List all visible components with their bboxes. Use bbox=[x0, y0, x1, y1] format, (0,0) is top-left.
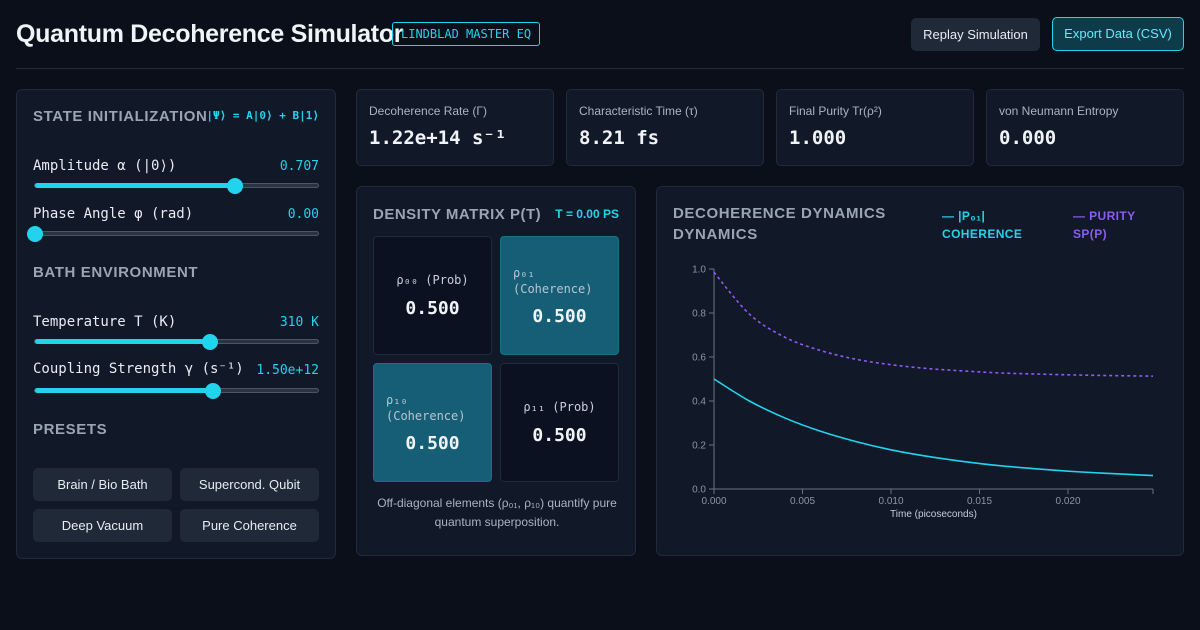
cell-label: ρ₀₁ (Coherence) bbox=[513, 266, 593, 296]
y-tick-label: 0.2 bbox=[692, 441, 706, 452]
state-equation: |Ψ⟩ = A|0⟩ + B|1⟩ bbox=[206, 109, 319, 122]
control-panel: State Initialization |Ψ⟩ = A|0⟩ + B|1⟩ A… bbox=[16, 89, 336, 559]
temperature-slider[interactable] bbox=[34, 334, 319, 350]
phase-label: Phase Angle φ (rad) bbox=[33, 206, 194, 222]
presets-title: Presets bbox=[33, 421, 108, 438]
x-axis-label: Time (picoseconds) bbox=[890, 509, 977, 520]
coupling-value: 1.50e+12 bbox=[256, 363, 319, 378]
temperature-slider-fill bbox=[35, 339, 211, 344]
amplitude-slider[interactable] bbox=[34, 178, 319, 194]
coupling-slider[interactable] bbox=[34, 383, 319, 399]
cell-label: ρ₁₁ (Prob) bbox=[523, 400, 596, 414]
temperature-slider-thumb[interactable] bbox=[202, 334, 219, 350]
stat-label: Decoherence Rate (Γ) bbox=[369, 104, 487, 118]
y-tick-label: 0.6 bbox=[692, 353, 706, 364]
header-divider bbox=[16, 68, 1184, 69]
amplitude-slider-fill bbox=[35, 183, 236, 188]
stat-label: Final Purity Tr(ρ²) bbox=[789, 104, 882, 118]
matrix-cell-rho10: ρ₁₀ (Coherence) 0.500 bbox=[373, 363, 492, 482]
density-matrix-panel: DENSITY MATRIX Ρ(T) T = 0.00 PS ρ₀₀ (Pro… bbox=[356, 186, 636, 556]
preset-deep-vacuum-button[interactable]: Deep Vacuum bbox=[33, 509, 172, 542]
stat-value: 1.22e+14 s⁻¹ bbox=[369, 127, 507, 149]
bath-title: Bath Environment bbox=[33, 264, 199, 281]
stat-label: Characteristic Time (τ) bbox=[579, 104, 698, 118]
stat-value: 1.000 bbox=[789, 127, 847, 149]
phase-slider-thumb[interactable] bbox=[27, 226, 43, 242]
phase-slider[interactable] bbox=[27, 226, 319, 242]
y-tick-label: 0.8 bbox=[692, 309, 706, 320]
preset-brain-bio-bath-button[interactable]: Brain / Bio Bath bbox=[33, 468, 172, 501]
app-header: Quantum Decoherence Simulator LINDBLAD M… bbox=[16, 17, 1184, 52]
matrix-cell-rho00: ρ₀₀ (Prob) 0.500 bbox=[373, 236, 492, 355]
chart-title: DECOHERENCE DYNAMICS DYNAMICS bbox=[673, 205, 886, 243]
legend-coherence: — |Ρ₀₁| COHERENCE bbox=[942, 209, 1023, 241]
stat-value: 0.000 bbox=[999, 127, 1057, 149]
coherence-series-line bbox=[713, 378, 1154, 477]
preset-pure-coherence-button[interactable]: Pure Coherence bbox=[180, 509, 319, 542]
cell-value: 0.500 bbox=[405, 433, 460, 454]
y-tick-label: 0.4 bbox=[692, 397, 706, 408]
preset-supercond-qubit-button[interactable]: Supercond. Qubit bbox=[180, 468, 319, 501]
stat-card-characteristic-time: Characteristic Time (τ) 8.21 fs bbox=[566, 89, 764, 166]
export-csv-button[interactable]: Export Data (CSV) bbox=[1052, 17, 1184, 51]
amplitude-slider-thumb[interactable] bbox=[227, 178, 244, 194]
density-matrix-title: DENSITY MATRIX Ρ(T) bbox=[373, 206, 542, 223]
temperature-label: Temperature T (K) bbox=[33, 314, 177, 330]
coupling-slider-fill bbox=[35, 388, 214, 393]
method-badge: LINDBLAD MASTER EQ bbox=[392, 22, 541, 46]
state-init-title: State Initialization bbox=[33, 108, 208, 125]
replay-simulation-button[interactable]: Replay Simulation bbox=[911, 18, 1040, 51]
coupling-label: Coupling Strength γ (s⁻¹) bbox=[33, 361, 244, 377]
stat-card-von-neumann-entropy: von Neumann Entropy 0.000 bbox=[986, 89, 1184, 166]
legend-purity: — PURITY SP(P) bbox=[1073, 209, 1136, 241]
cell-value: 0.500 bbox=[532, 306, 587, 327]
cell-label: ρ₁₀ (Coherence) bbox=[386, 393, 466, 423]
purity-series-line bbox=[713, 271, 1154, 377]
matrix-cell-rho01: ρ₀₁ (Coherence) 0.500 bbox=[500, 236, 619, 355]
decoherence-chart: 0.0 0.2 0.4 0.6 0.8 1.0 0.000 0.005 0.010 0.015 0.… bbox=[692, 265, 1154, 520]
matrix-time-readout: T = 0.00 PS bbox=[555, 207, 619, 221]
y-tick-label: 0.0 bbox=[692, 485, 706, 496]
x-tick-label: 0.010 bbox=[879, 496, 904, 507]
stat-value: 8.21 fs bbox=[579, 127, 660, 149]
cell-label: ρ₀₀ (Prob) bbox=[396, 273, 469, 287]
phase-value: 0.00 bbox=[287, 207, 319, 222]
x-tick-label: 0.005 bbox=[790, 496, 815, 507]
matrix-note: Off-diagonal elements (ρ₀₁, ρ₁₀) quantif… bbox=[377, 496, 617, 529]
page-title: Quantum Decoherence Simulator bbox=[16, 20, 404, 48]
decoherence-chart-panel: DECOHERENCE DYNAMICS DYNAMICS — |Ρ₀₁| CO… bbox=[656, 186, 1184, 556]
cell-value: 0.500 bbox=[405, 298, 460, 319]
stat-label: von Neumann Entropy bbox=[999, 104, 1119, 118]
stat-card-decoherence-rate: Decoherence Rate (Γ) 1.22e+14 s⁻¹ bbox=[356, 89, 554, 166]
amplitude-label: Amplitude α (|0⟩) bbox=[33, 158, 177, 174]
coupling-slider-thumb[interactable] bbox=[205, 383, 222, 399]
amplitude-value: 0.707 bbox=[279, 159, 319, 174]
x-tick-label: 0.015 bbox=[967, 496, 992, 507]
x-tick-label: 0.000 bbox=[701, 496, 726, 507]
x-tick-label: 0.020 bbox=[1056, 496, 1081, 507]
matrix-cell-rho11: ρ₁₁ (Prob) 0.500 bbox=[500, 363, 619, 482]
stat-card-final-purity: Final Purity Tr(ρ²) 1.000 bbox=[776, 89, 974, 166]
cell-value: 0.500 bbox=[532, 425, 587, 446]
y-tick-label: 1.0 bbox=[692, 265, 706, 276]
temperature-value: 310 K bbox=[279, 315, 319, 330]
